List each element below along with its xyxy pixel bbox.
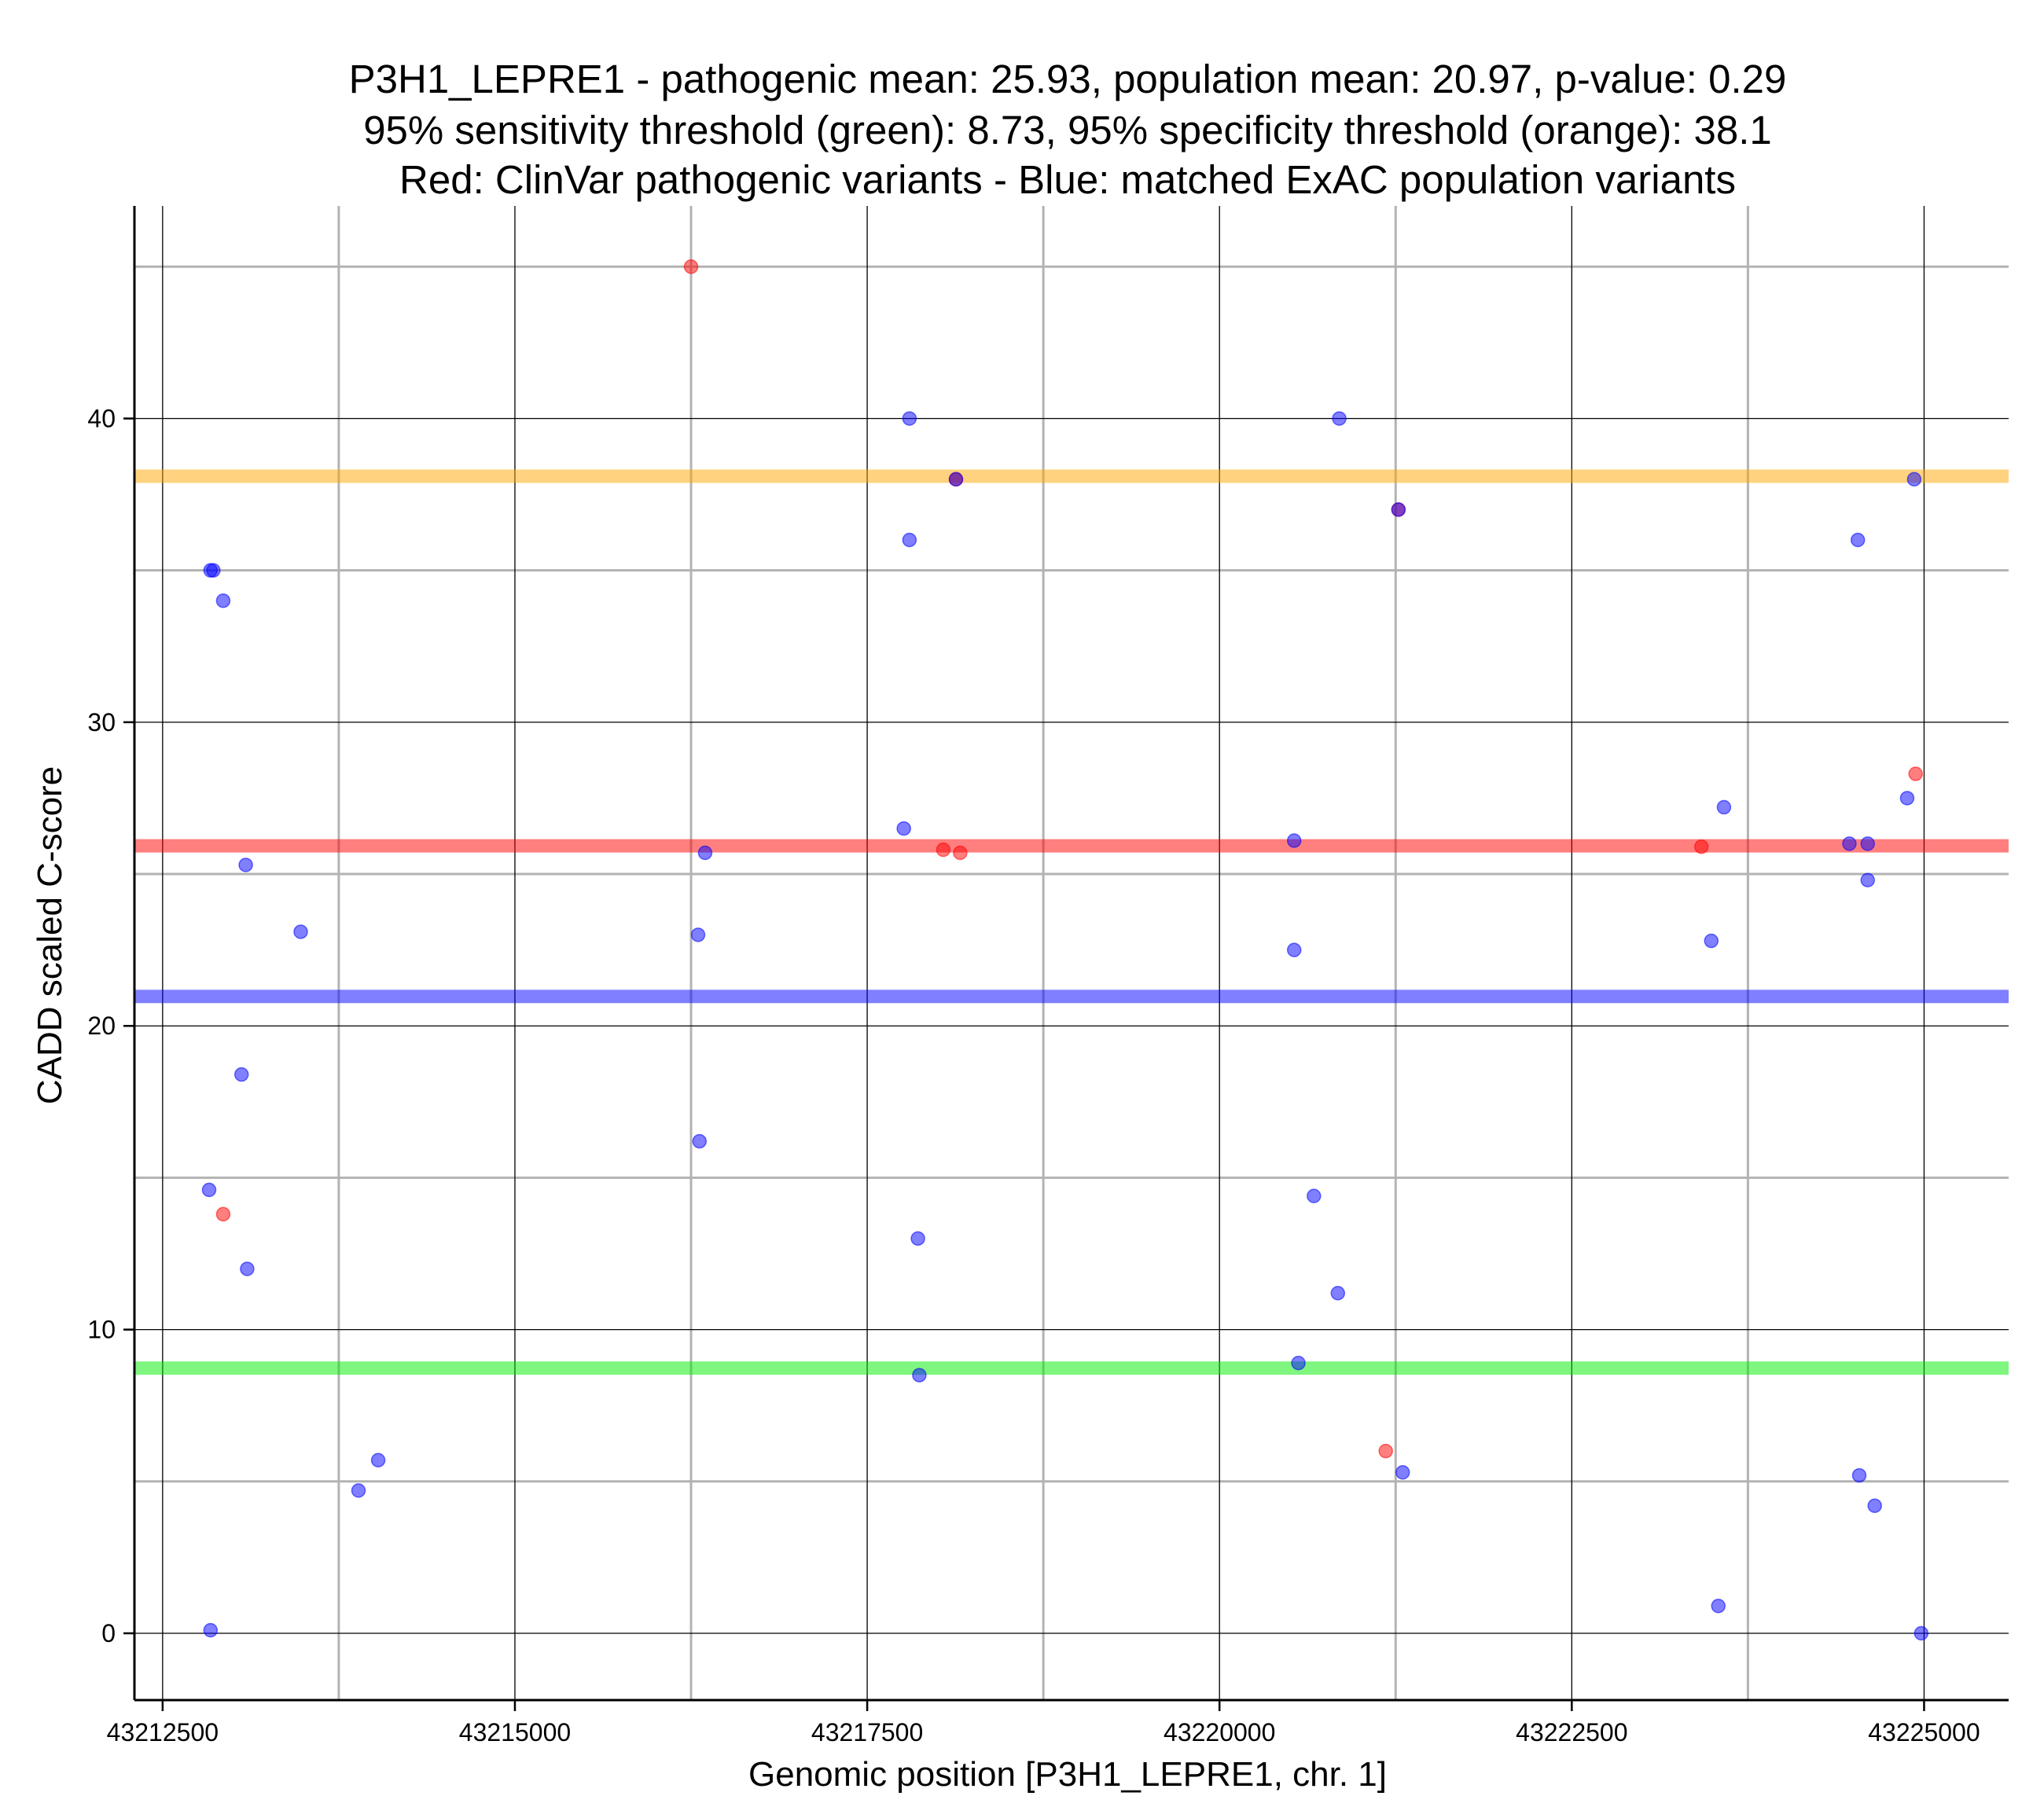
- population-point-31: [1850, 532, 1866, 548]
- population-point-1: [206, 563, 221, 578]
- chart-title: P3H1_LEPRE1 - pathogenic mean: 25.93, po…: [349, 57, 1787, 202]
- pathogenic-point-7: [1693, 839, 1709, 854]
- population-point-13: [692, 1133, 708, 1149]
- x-tick-labels: 43212500 43215000 43217500 43220000 43222500…: [107, 1718, 1980, 1746]
- pathogenic-point-2: [953, 845, 968, 861]
- population-point-16: [896, 821, 911, 836]
- x-tick-label-0: 43212500: [107, 1718, 219, 1746]
- y-tick-label-1: 10: [87, 1316, 116, 1344]
- x-axis-title: Genomic position [P3H1_LEPRE1, chr. 1]: [748, 1755, 1387, 1794]
- population-point-6: [240, 1262, 255, 1276]
- population-point-4: [233, 1067, 249, 1082]
- pathogenic-point-0: [683, 259, 699, 274]
- x-tick-label-5: 43225000: [1868, 1718, 1980, 1746]
- x-tick-label-3: 43220000: [1164, 1718, 1275, 1746]
- x-tick-label-4: 43222500: [1516, 1718, 1627, 1746]
- population-point-15: [902, 532, 917, 548]
- population-point-9: [351, 1483, 366, 1498]
- y-tick-label-2: 20: [87, 1012, 116, 1040]
- population-point-21: [1391, 502, 1406, 517]
- population-point-2: [215, 593, 231, 608]
- population-point-8: [203, 1622, 219, 1638]
- population-point-27: [1395, 1464, 1410, 1480]
- population-point-11: [697, 845, 713, 861]
- axes: [123, 206, 2009, 1711]
- population-point-19: [948, 472, 964, 487]
- population-point-25: [1330, 1285, 1346, 1301]
- population-point-23: [1286, 942, 1302, 957]
- population-point-12: [690, 927, 706, 942]
- population-point-17: [910, 1231, 925, 1246]
- population-point-18: [912, 1368, 927, 1383]
- population-point-28: [1716, 799, 1732, 815]
- major-gridlines: [134, 206, 2009, 1700]
- minor-gridlines: [134, 206, 2009, 1700]
- population-point-5: [201, 1182, 217, 1198]
- population-point-37: [1851, 1467, 1867, 1483]
- pathogenic-point-8: [1908, 766, 1923, 781]
- title-line-1: P3H1_LEPRE1 - pathogenic mean: 25.93, po…: [349, 57, 1787, 101]
- population-point-7: [293, 924, 308, 939]
- population-point-32: [1842, 836, 1857, 851]
- population-point-24: [1307, 1188, 1322, 1203]
- population-point-10: [370, 1453, 386, 1468]
- pathogenic-point-1: [936, 842, 951, 858]
- y-tick-labels: 0 10 20 30 40: [87, 404, 116, 1647]
- population-point-35: [1899, 791, 1915, 806]
- x-tick-label-2: 43217500: [811, 1718, 923, 1746]
- population-point-26: [1291, 1355, 1306, 1371]
- pathogenic-point-5: [215, 1206, 231, 1222]
- population-point-36: [1906, 472, 1922, 487]
- population-point-29: [1704, 933, 1719, 949]
- y-tick-label-4: 40: [87, 404, 116, 432]
- population-point-33: [1860, 836, 1876, 851]
- population-point-20: [1332, 411, 1347, 426]
- y-axis-title: CADD scaled C-score: [31, 766, 69, 1104]
- x-tick-label-1: 43215000: [459, 1718, 571, 1746]
- title-line-3: Red: ClinVar pathogenic variants - Blue:…: [399, 157, 1736, 202]
- pathogenic-point-6: [1378, 1443, 1393, 1459]
- y-tick-label-3: 30: [87, 708, 116, 736]
- population-point-22: [1286, 833, 1302, 848]
- population-point-39: [1913, 1625, 1929, 1641]
- title-line-2: 95% sensitivity threshold (green): 8.73,…: [363, 108, 1772, 152]
- population-point-34: [1860, 872, 1876, 888]
- population-point-30: [1711, 1598, 1726, 1614]
- population-point-14: [902, 411, 917, 426]
- population-point-3: [238, 858, 253, 872]
- population-point-38: [1867, 1498, 1882, 1513]
- data-points: [201, 259, 1929, 1641]
- y-tick-label-0: 0: [101, 1619, 116, 1647]
